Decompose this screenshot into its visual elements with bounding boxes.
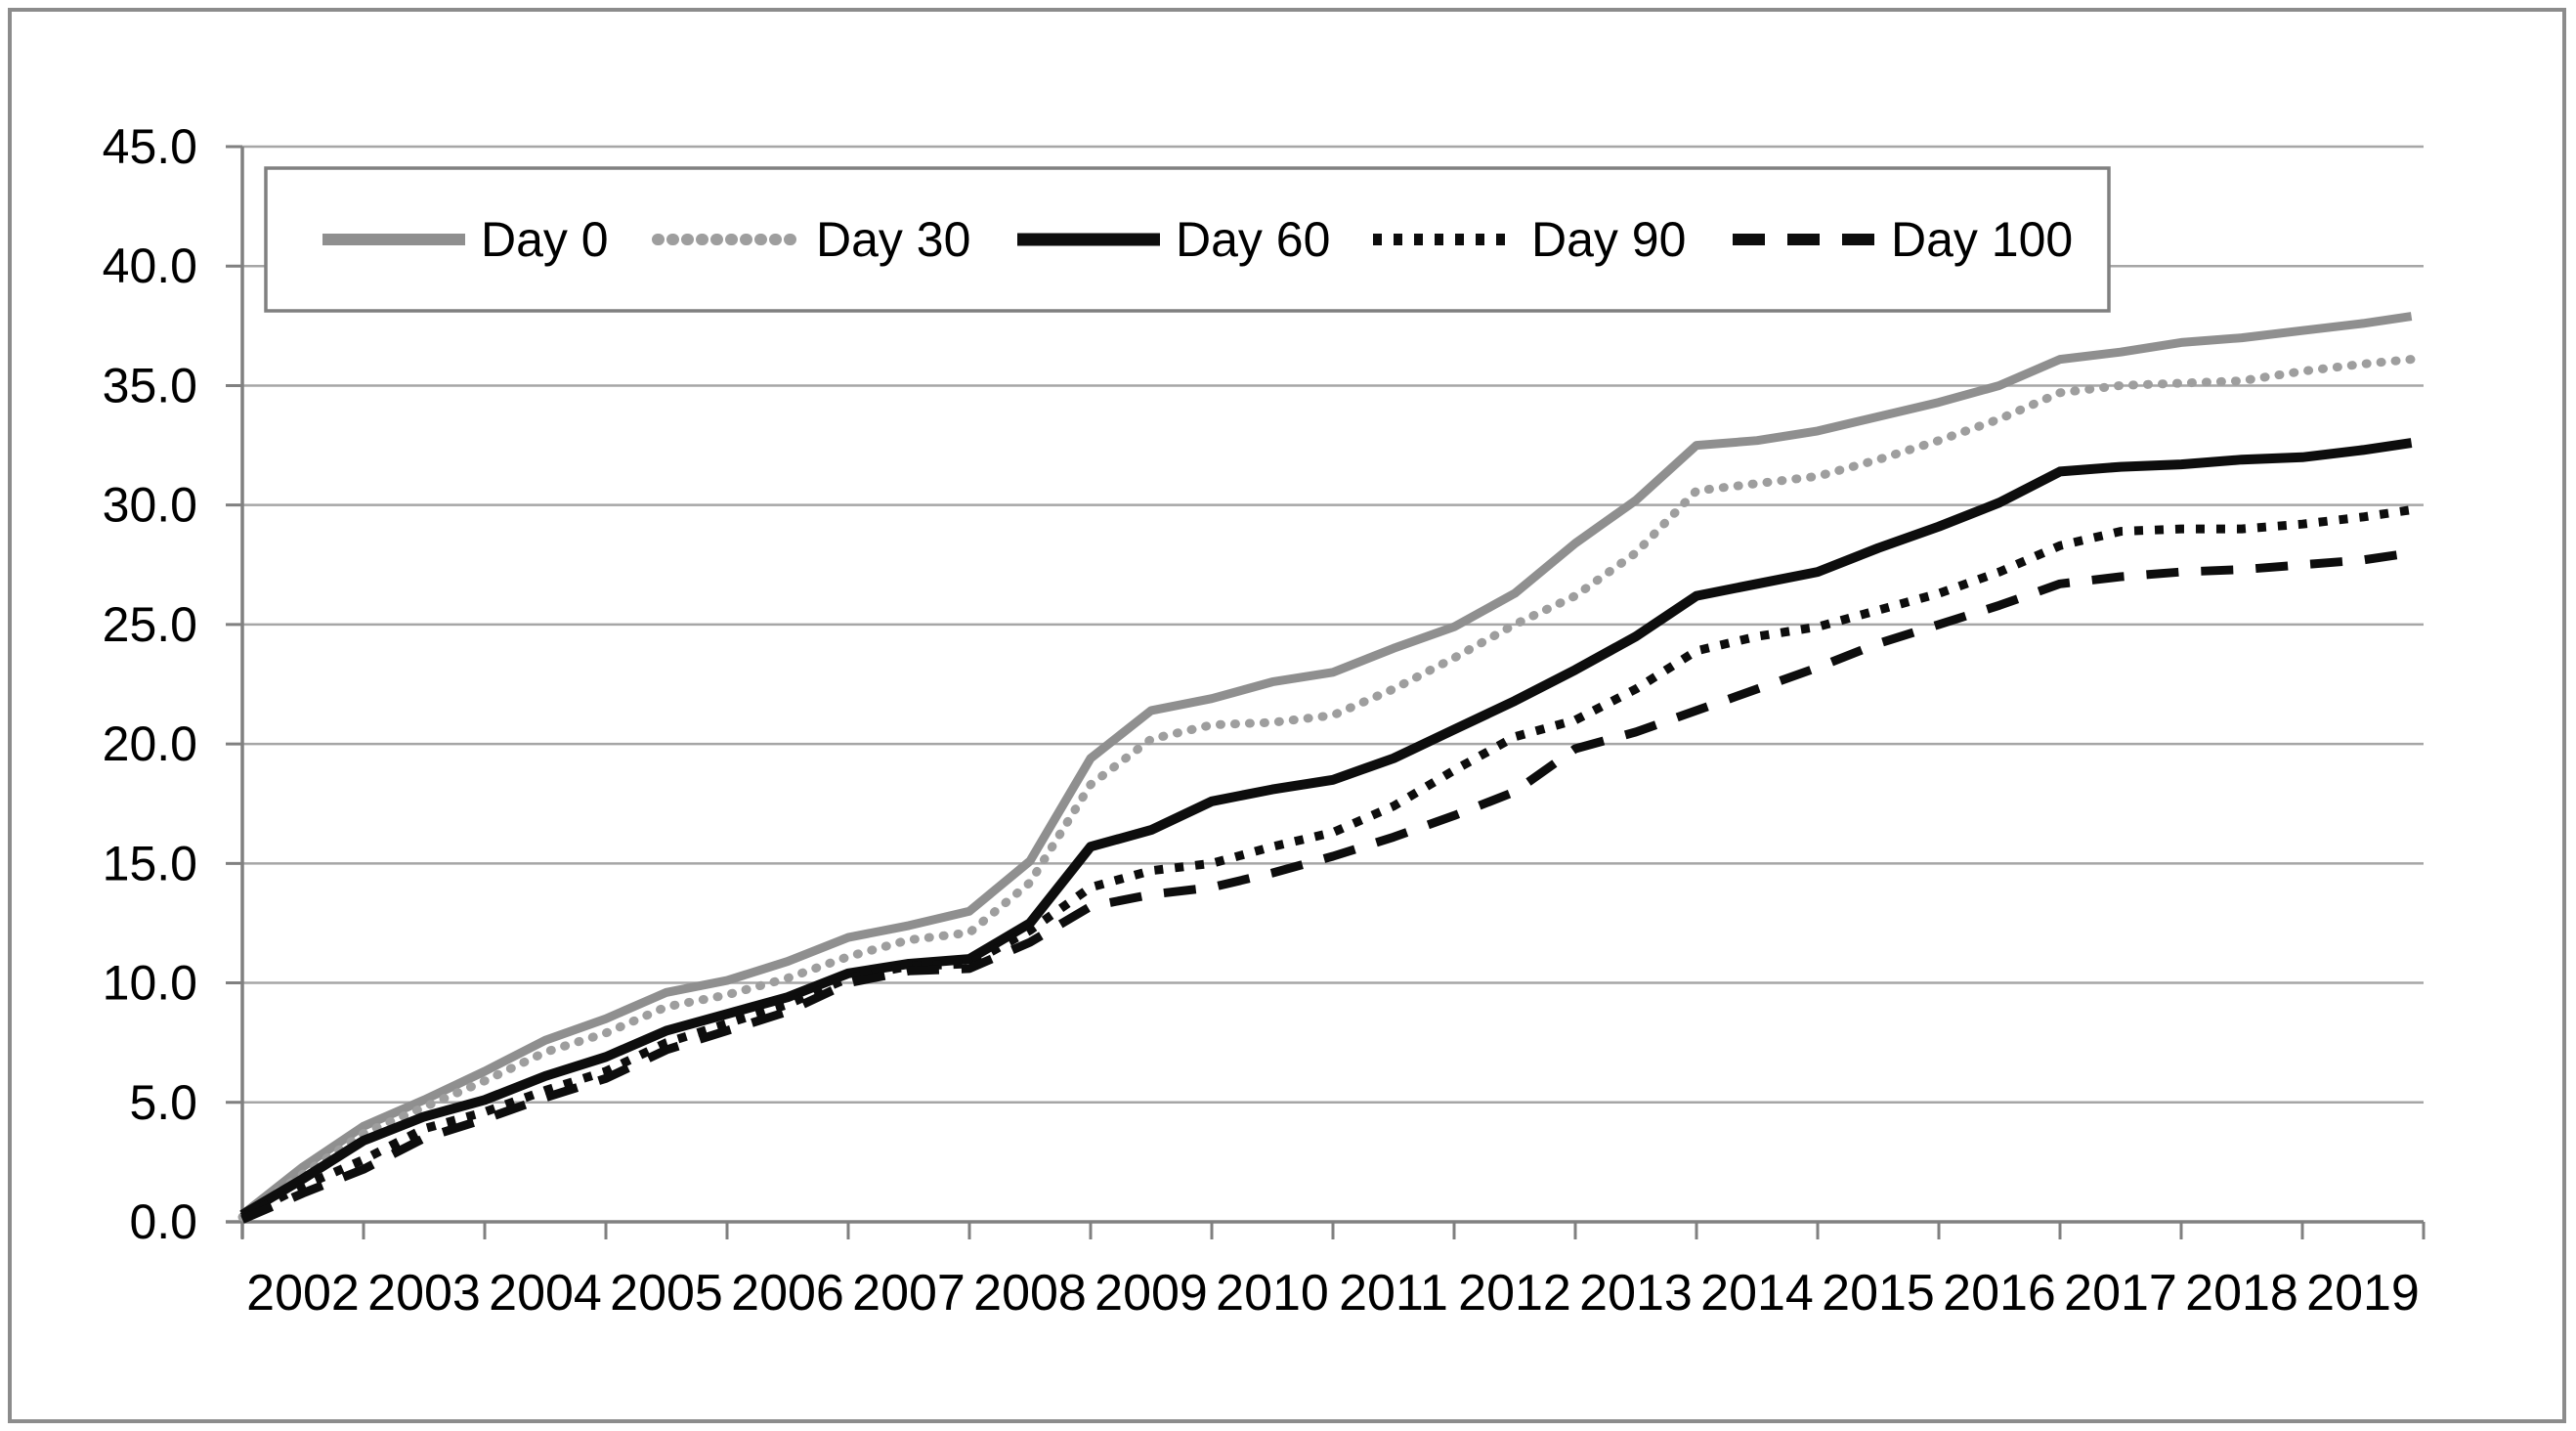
x-tick-label: 2018 xyxy=(2185,1265,2298,1322)
y-tick-label: 5.0 xyxy=(129,1075,197,1130)
series-line-day-0 xyxy=(239,312,2413,1219)
y-tick-label: 0.0 xyxy=(129,1194,197,1249)
series-line-day-60 xyxy=(239,438,2413,1220)
y-tick-label: 35.0 xyxy=(103,358,197,412)
x-tick-label: 2016 xyxy=(1943,1265,2056,1322)
x-tick-label: 2010 xyxy=(1216,1265,1329,1322)
x-tick-label: 2014 xyxy=(1700,1265,1814,1322)
x-tick-label: 2012 xyxy=(1458,1265,1571,1322)
x-tick-label: 2017 xyxy=(2064,1265,2177,1322)
series-line-day-90 xyxy=(239,505,2413,1222)
y-tick-label: 45.0 xyxy=(103,119,197,174)
legend-label-day-90: Day 90 xyxy=(1531,212,1686,267)
x-tick-label: 2008 xyxy=(973,1265,1087,1322)
x-tick-label: 2011 xyxy=(1339,1265,1448,1322)
x-tick-label: 2003 xyxy=(367,1265,481,1322)
x-tick-label: 2002 xyxy=(246,1265,360,1322)
y-tick-label: 20.0 xyxy=(103,716,197,771)
legend-label-day-0: Day 0 xyxy=(481,212,609,267)
x-tick-label: 2009 xyxy=(1095,1265,1208,1322)
legend-label-day-100: Day 100 xyxy=(1891,212,2073,267)
series-line-day-100 xyxy=(240,548,2413,1224)
y-tick-label: 25.0 xyxy=(103,597,197,652)
legend-label-day-60: Day 60 xyxy=(1176,212,1330,267)
x-tick-label: 2005 xyxy=(610,1265,723,1322)
x-tick-label: 2006 xyxy=(731,1265,844,1322)
x-tick-label: 2004 xyxy=(489,1265,602,1322)
y-tick-label: 15.0 xyxy=(103,836,197,890)
x-tick-label: 2013 xyxy=(1579,1265,1693,1322)
series-line-day-30 xyxy=(237,355,2417,1222)
x-tick-label: 2007 xyxy=(852,1265,966,1322)
y-tick-label: 30.0 xyxy=(103,478,197,533)
legend-label-day-30: Day 30 xyxy=(816,212,970,267)
x-tick-label: 2015 xyxy=(1822,1265,1935,1322)
y-tick-label: 40.0 xyxy=(103,238,197,293)
x-tick-label: 2019 xyxy=(2306,1265,2420,1322)
y-tick-label: 10.0 xyxy=(103,956,197,1011)
